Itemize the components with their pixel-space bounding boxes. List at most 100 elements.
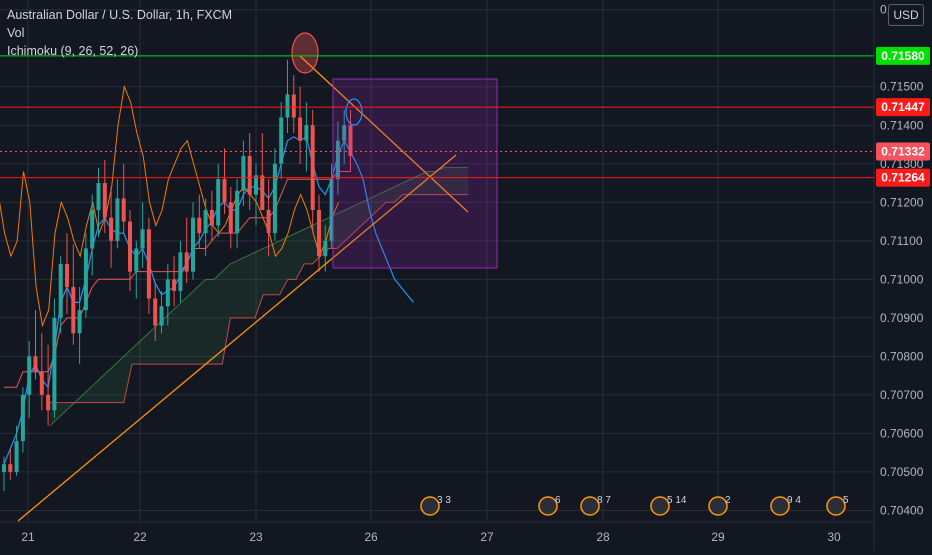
candle-body — [348, 125, 353, 157]
symbol-title[interactable]: Australian Dollar / U.S. Dollar, 1h, FXC… — [7, 8, 233, 22]
event-marker-icon — [770, 496, 790, 516]
price-level-text: 0.71447 — [881, 100, 925, 114]
candle-body — [228, 202, 233, 234]
ichimoku-indicator-label[interactable]: Ichimoku (9, 26, 52, 26) — [7, 44, 139, 58]
price-level-tag — [876, 142, 930, 161]
y-tick-label: 0.71500 — [880, 80, 924, 94]
price-level-tag — [876, 98, 930, 117]
event-marker-icon — [580, 496, 600, 516]
candle-body — [235, 190, 240, 234]
chart-legend: Australian Dollar / U.S. Dollar, 1h, FXC… — [7, 6, 232, 60]
candle-body — [172, 279, 177, 291]
senkou-span-a — [49, 167, 469, 427]
candle-body — [279, 117, 284, 164]
y-tick-label: 0.71000 — [880, 272, 924, 286]
event-marker-count: 9 4 — [787, 495, 801, 506]
candle-body — [272, 163, 277, 234]
x-tick-label: 29 — [711, 530, 725, 544]
currency-badge[interactable]: USD — [888, 4, 924, 26]
x-tick-label: 21 — [21, 530, 35, 544]
price-level-tag — [876, 46, 930, 65]
candle-body — [323, 240, 328, 257]
price-level-text: 0.71580 — [881, 49, 925, 63]
event-marker-icon — [650, 496, 670, 516]
price-level-text: 0.71264 — [881, 171, 925, 185]
event-marker-count: 5 14 — [667, 495, 687, 506]
candle-body — [52, 317, 57, 411]
descending-trendline — [299, 55, 469, 213]
y-tick-label: 0.70800 — [880, 349, 924, 363]
event-marker-icon — [538, 496, 558, 516]
candle-body — [165, 279, 170, 307]
candle-body — [46, 394, 51, 411]
candle-body — [203, 210, 208, 234]
candle-body — [102, 183, 107, 218]
peak-ellipse — [291, 32, 319, 74]
volume-indicator-label[interactable]: Vol — [7, 26, 25, 40]
candle-body — [191, 217, 195, 272]
candle-body — [140, 229, 145, 249]
x-tick-label: 26 — [364, 530, 378, 544]
candle-body — [209, 210, 214, 226]
candle-body — [291, 94, 296, 118]
event-marker-count: 5 — [843, 495, 849, 506]
highlight-box — [332, 78, 498, 269]
x-tick-label: 22 — [133, 530, 147, 544]
y-tick-label: 0.70600 — [880, 426, 924, 440]
candle-body — [266, 210, 271, 234]
candle-body — [197, 217, 202, 234]
candle-body — [159, 306, 164, 326]
candle-body — [128, 221, 132, 272]
candle-body — [115, 198, 120, 241]
event-marker-icon — [420, 496, 440, 516]
candle-body — [27, 356, 32, 395]
candle-body — [184, 252, 189, 272]
candle-body — [90, 210, 95, 249]
candle-body — [14, 441, 19, 472]
candle-body — [304, 125, 309, 141]
candle-body — [83, 248, 88, 311]
candle-body — [96, 183, 101, 210]
lagging-span — [0, 84, 339, 328]
candle-body — [109, 217, 114, 241]
senkou-span-b — [50, 194, 469, 404]
candle-body — [329, 179, 334, 241]
y-tick-label: 0.71200 — [880, 195, 924, 209]
candle-body — [335, 140, 340, 180]
candle-body — [121, 198, 126, 222]
candle-body — [33, 356, 38, 372]
candle-body — [2, 464, 6, 472]
candle-body — [260, 175, 265, 210]
x-tick-label: 23 — [249, 530, 263, 544]
y-tick-label: 0.70700 — [880, 388, 924, 402]
event-marker-count: 8 7 — [597, 495, 611, 506]
price-level-tag — [876, 168, 930, 187]
y-tick-label: 0.70900 — [880, 311, 924, 325]
event-marker-icon — [708, 496, 728, 516]
candle-body — [285, 94, 290, 118]
candle-body — [317, 210, 321, 257]
candle-body — [178, 252, 183, 291]
base-line — [4, 171, 351, 388]
event-marker-count: 3 3 — [437, 495, 451, 506]
candle-body — [77, 310, 82, 334]
y-tick-label: 0.70500 — [880, 465, 924, 479]
candle-body — [71, 287, 76, 334]
candle-body — [65, 263, 69, 288]
candle-body — [134, 248, 139, 272]
candle-body — [39, 371, 44, 395]
y-tick-label: 0.71400 — [880, 118, 924, 132]
candle-body — [310, 125, 315, 210]
candle-body — [298, 117, 303, 141]
event-marker-count: 2 — [725, 495, 731, 506]
retest-ellipse — [345, 98, 363, 126]
x-tick-label: 27 — [480, 530, 494, 544]
candle-body — [342, 125, 347, 141]
candle-body — [20, 394, 25, 442]
candle-body — [216, 179, 221, 226]
candle-body — [247, 156, 252, 195]
x-tick-label: 28 — [596, 530, 610, 544]
